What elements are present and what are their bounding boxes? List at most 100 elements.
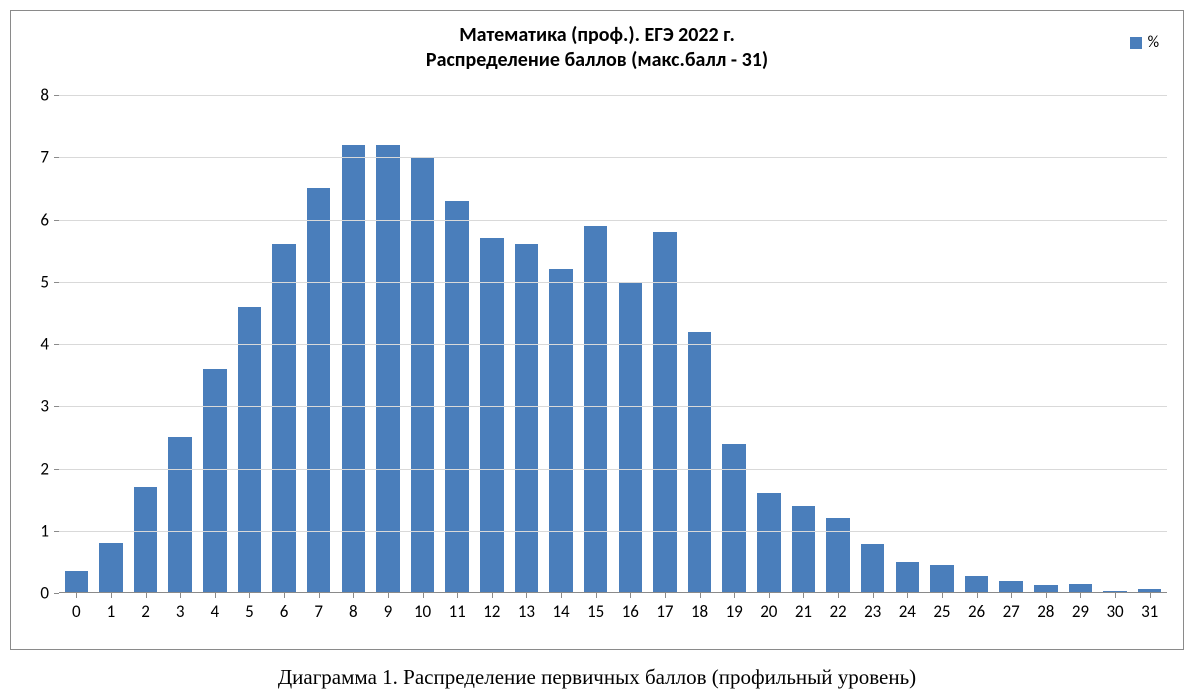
y-tick-label: 2 (11, 458, 49, 479)
x-tick (1046, 593, 1047, 598)
x-tick-label: 3 (176, 601, 185, 622)
bar (896, 562, 920, 593)
bar (930, 565, 954, 593)
bar (307, 188, 331, 593)
x-tick-label: 14 (552, 601, 569, 622)
x-tick (284, 593, 285, 598)
x-tick-label: 30 (1106, 601, 1123, 622)
bar (203, 369, 227, 593)
bar (238, 307, 262, 593)
bar (134, 487, 158, 593)
x-tick (1011, 593, 1012, 598)
y-tick-label: 1 (11, 520, 49, 541)
x-tick (1115, 593, 1116, 598)
x-tick-label: 29 (1072, 601, 1089, 622)
x-tick-label: 9 (384, 601, 393, 622)
x-tick-label: 0 (72, 601, 81, 622)
x-tick-label: 25 (933, 601, 950, 622)
x-tick-label: 7 (314, 601, 323, 622)
x-tick-label: 6 (280, 601, 289, 622)
chart-title-line2: Распределение баллов (макс.балл - 31) (11, 48, 1183, 73)
bar (342, 145, 366, 593)
y-tick-label: 0 (11, 583, 49, 604)
x-tick-label: 11 (449, 601, 466, 622)
x-tick-label: 17 (656, 601, 673, 622)
y-tick-label: 6 (11, 209, 49, 230)
x-tick-label: 1 (107, 601, 116, 622)
x-tick-label: 18 (691, 601, 708, 622)
bar (515, 244, 539, 593)
x-tick-label: 31 (1141, 601, 1158, 622)
x-tick (180, 593, 181, 598)
page-root: Математика (проф.). ЕГЭ 2022 г. Распреде… (0, 0, 1194, 696)
y-tick-label: 4 (11, 334, 49, 355)
x-tick (942, 593, 943, 598)
x-tick (423, 593, 424, 598)
x-tick-label: 23 (864, 601, 881, 622)
bar (480, 238, 504, 593)
x-tick (492, 593, 493, 598)
x-tick-label: 12 (483, 601, 500, 622)
y-tick-label: 7 (11, 147, 49, 168)
gridline (59, 95, 1167, 96)
gridline (59, 220, 1167, 221)
y-tick (54, 531, 59, 532)
figure-caption: Диаграмма 1. Распределение первичных бал… (0, 665, 1194, 690)
chart-title: Математика (проф.). ЕГЭ 2022 г. Распреде… (11, 23, 1183, 73)
chart-legend: % (1130, 33, 1159, 52)
x-tick (977, 593, 978, 598)
gridline (59, 157, 1167, 158)
x-tick (526, 593, 527, 598)
y-tick (54, 593, 59, 594)
x-tick (1150, 593, 1151, 598)
y-tick-label: 8 (11, 85, 49, 106)
bar (445, 201, 469, 593)
x-tick (734, 593, 735, 598)
x-tick-label: 22 (829, 601, 846, 622)
plot-area (59, 95, 1167, 593)
x-tick (838, 593, 839, 598)
x-tick (457, 593, 458, 598)
x-tick (76, 593, 77, 598)
gridline (59, 282, 1167, 283)
x-tick-label: 15 (587, 601, 604, 622)
bar (792, 506, 816, 593)
x-tick-label: 2 (141, 601, 150, 622)
bar (757, 493, 781, 593)
bar (99, 543, 123, 593)
gridline (59, 344, 1167, 345)
bar (861, 544, 885, 593)
x-tick (111, 593, 112, 598)
x-tick (769, 593, 770, 598)
bar (411, 157, 435, 593)
bar (168, 437, 192, 593)
x-tick-label: 20 (760, 601, 777, 622)
x-tick (146, 593, 147, 598)
x-tick-label: 5 (245, 601, 254, 622)
x-tick (630, 593, 631, 598)
bar (549, 269, 573, 593)
gridline (59, 469, 1167, 470)
y-tick (54, 469, 59, 470)
x-tick-label: 24 (899, 601, 916, 622)
chart-title-line1: Математика (проф.). ЕГЭ 2022 г. (11, 23, 1183, 48)
chart-container: Математика (проф.). ЕГЭ 2022 г. Распреде… (10, 10, 1184, 650)
bar (272, 244, 296, 593)
x-tick-label: 10 (414, 601, 431, 622)
y-tick (54, 95, 59, 96)
x-tick (873, 593, 874, 598)
y-tick (54, 406, 59, 407)
x-tick (388, 593, 389, 598)
y-tick (54, 220, 59, 221)
y-tick (54, 344, 59, 345)
x-tick-label: 27 (1003, 601, 1020, 622)
x-tick-label: 16 (622, 601, 639, 622)
bar (65, 571, 89, 593)
x-tick (319, 593, 320, 598)
x-axis-line (59, 592, 1167, 593)
x-tick-label: 28 (1037, 601, 1054, 622)
x-tick-label: 21 (795, 601, 812, 622)
y-tick-label: 3 (11, 396, 49, 417)
x-tick (665, 593, 666, 598)
x-tick (700, 593, 701, 598)
